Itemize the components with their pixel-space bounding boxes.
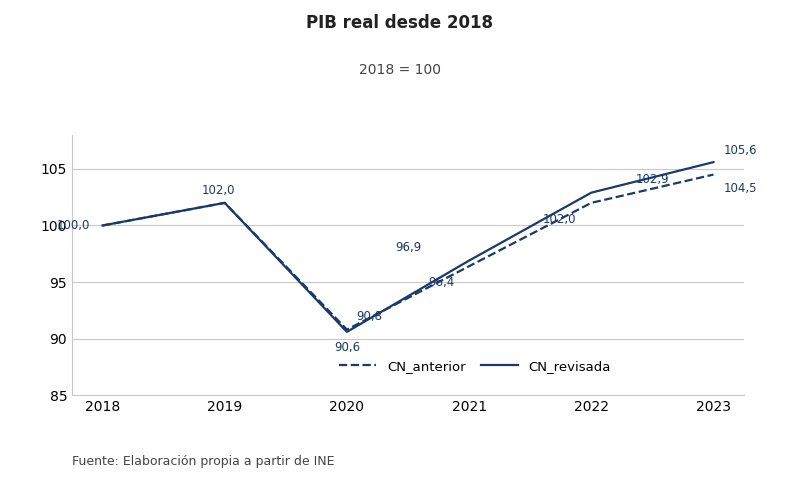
Legend: CN_anterior, CN_revisada: CN_anterior, CN_revisada: [334, 355, 616, 378]
Text: Fuente: Elaboración propia a partir de INE: Fuente: Elaboración propia a partir de I…: [72, 455, 334, 468]
Text: 104,5: 104,5: [723, 183, 757, 196]
Text: 102,9: 102,9: [635, 174, 669, 187]
Text: 105,6: 105,6: [723, 144, 757, 157]
Text: 90,6: 90,6: [334, 341, 360, 354]
Text: 2018 = 100: 2018 = 100: [359, 63, 441, 77]
Text: 96,9: 96,9: [395, 241, 421, 254]
Text: 100,0: 100,0: [57, 219, 90, 232]
Text: 90,8: 90,8: [357, 310, 382, 323]
Text: 102,0: 102,0: [543, 213, 577, 226]
Text: PIB real desde 2018: PIB real desde 2018: [306, 14, 494, 32]
Text: 102,0: 102,0: [202, 184, 235, 197]
Text: 96,4: 96,4: [428, 276, 454, 289]
